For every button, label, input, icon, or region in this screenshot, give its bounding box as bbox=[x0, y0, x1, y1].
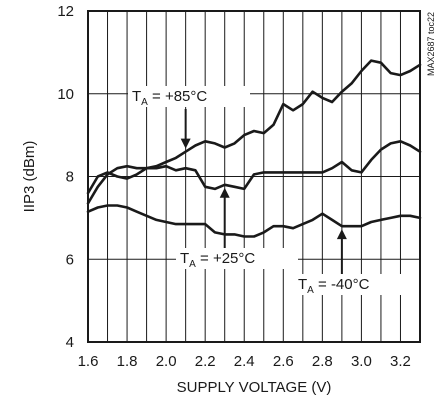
series-line-0 bbox=[86, 59, 422, 195]
plot-frame bbox=[87, 10, 421, 343]
series-line-2 bbox=[86, 204, 422, 238]
annotation-arrow-head bbox=[219, 187, 230, 198]
annotation-backdrop bbox=[128, 86, 250, 107]
annotation-label: TA = +85°C bbox=[132, 88, 207, 108]
annotations: TA = +85°CTA = +25°CTA = -40°C bbox=[128, 86, 416, 296]
annotation-rest: = +85°C bbox=[148, 88, 208, 105]
annotation-sub: A bbox=[307, 285, 314, 296]
annotation-sub: A bbox=[141, 97, 148, 108]
x-axis-label: SUPPLY VOLTAGE (V) bbox=[177, 379, 332, 396]
annotation-label: TA = -40°C bbox=[298, 276, 370, 296]
x-tick-label: 3.2 bbox=[390, 353, 411, 370]
y-tick-label: 8 bbox=[66, 169, 74, 186]
part-number-watermark: MAX2687 toc22 bbox=[426, 12, 436, 76]
annotation-main: T bbox=[132, 88, 141, 105]
y-tick-label: 12 bbox=[57, 3, 74, 20]
y-tick-label: 10 bbox=[57, 86, 74, 103]
annotation-rest: = +25°C bbox=[196, 250, 256, 267]
x-tick-label: 2.8 bbox=[312, 353, 333, 370]
annotation-main: T bbox=[298, 276, 307, 293]
x-tick-label: 2.0 bbox=[156, 353, 177, 370]
y-tick-label: 4 bbox=[66, 334, 74, 351]
annotation-rest: = -40°C bbox=[314, 276, 370, 293]
x-tick-label: 2.6 bbox=[273, 353, 294, 370]
y-axis-label: IIP3 (dBm) bbox=[21, 141, 38, 213]
x-tick-label: 3.0 bbox=[351, 353, 372, 370]
x-tick-label: 2.2 bbox=[195, 353, 216, 370]
annotation-sub: A bbox=[189, 259, 196, 270]
annotation-backdrop bbox=[176, 248, 298, 269]
annotation-arrow-head bbox=[180, 138, 191, 149]
annotation-backdrop bbox=[294, 274, 416, 295]
y-tick-labels: 4 6 8 10 12 bbox=[57, 3, 74, 351]
y-tick-label: 6 bbox=[66, 251, 74, 268]
annotation-label: TA = +25°C bbox=[180, 250, 255, 270]
x-tick-label: 1.8 bbox=[117, 353, 138, 370]
annotation-arrow-head bbox=[336, 229, 347, 240]
x-tick-label: 2.4 bbox=[234, 353, 255, 370]
series-line-1 bbox=[86, 140, 422, 205]
x-tick-labels: 1.6 1.8 2.0 2.2 2.4 2.6 2.8 3.0 3.2 bbox=[78, 353, 411, 370]
series-lines bbox=[86, 59, 422, 238]
x-tick-label: 1.6 bbox=[78, 353, 99, 370]
annotation-main: T bbox=[180, 250, 189, 267]
